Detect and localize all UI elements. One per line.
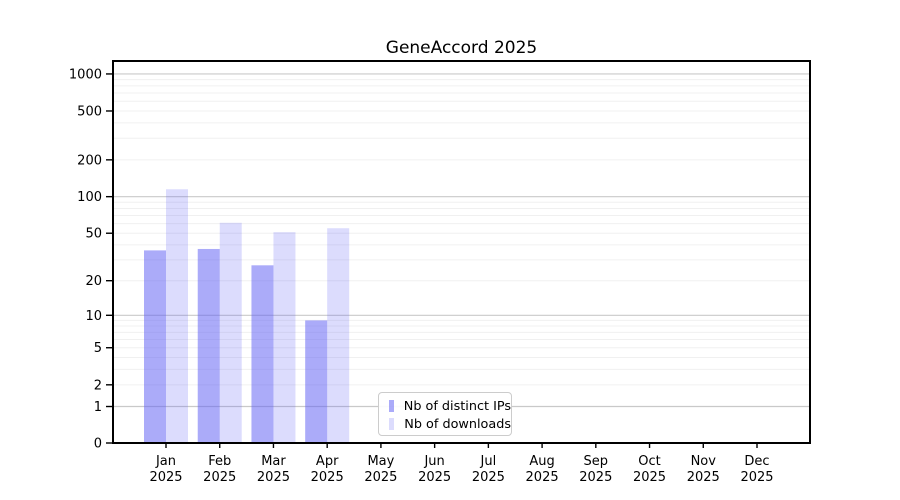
bar-distinct-ips bbox=[144, 250, 166, 443]
legend-swatch-downloads bbox=[389, 418, 395, 430]
y-tick-label: 50 bbox=[85, 227, 102, 242]
x-tick-label-year: 2025 bbox=[257, 470, 290, 485]
x-tick-label-month: Sep bbox=[584, 454, 609, 469]
x-tick-label-year: 2025 bbox=[203, 470, 236, 485]
y-tick-label: 1000 bbox=[69, 67, 102, 82]
plot-border bbox=[112, 60, 811, 444]
x-tick-label-month: Jul bbox=[480, 454, 497, 469]
y-tick-label: 1 bbox=[94, 400, 102, 415]
bar-distinct-ips bbox=[305, 320, 328, 443]
x-tick-label-year: 2025 bbox=[311, 470, 344, 485]
legend-label-distinct-ips: Nb of distinct IPs bbox=[403, 398, 511, 414]
x-tick-label-year: 2025 bbox=[740, 470, 773, 485]
x-tick-label-month: May bbox=[367, 454, 394, 469]
legend: Nb of distinct IPs Nb of downloads bbox=[378, 392, 512, 436]
y-tick-label: 500 bbox=[77, 104, 102, 119]
x-tick-label-month: Mar bbox=[261, 454, 286, 469]
bar-downloads bbox=[273, 232, 296, 443]
bar-downloads bbox=[327, 228, 350, 443]
y-tick-label: 2 bbox=[94, 378, 102, 393]
x-tick-label-year: 2025 bbox=[579, 470, 612, 485]
y-tick-label: 5 bbox=[94, 341, 102, 356]
chart-title: GeneAccord 2025 bbox=[385, 38, 538, 58]
y-tick-label: 100 bbox=[77, 190, 102, 205]
y-tick-label: 0 bbox=[94, 437, 102, 452]
x-tick-label-year: 2025 bbox=[472, 470, 505, 485]
legend-swatch-distinct-ips bbox=[389, 400, 394, 412]
y-tick-label: 200 bbox=[77, 153, 102, 168]
bar-downloads bbox=[219, 222, 242, 443]
x-tick-label-month: Nov bbox=[691, 454, 717, 469]
x-tick-label-year: 2025 bbox=[526, 470, 559, 485]
legend-item-downloads: Nb of downloads bbox=[389, 415, 511, 433]
legend-label-downloads: Nb of downloads bbox=[404, 416, 511, 432]
x-tick-label-month: Apr bbox=[316, 454, 339, 469]
x-tick-label-month: Oct bbox=[638, 454, 660, 469]
x-tick-label-year: 2025 bbox=[418, 470, 451, 485]
y-tick-label: 10 bbox=[85, 309, 102, 324]
x-tick-label-year: 2025 bbox=[149, 470, 182, 485]
bar-distinct-ips bbox=[197, 248, 220, 443]
x-tick-label-year: 2025 bbox=[687, 470, 720, 485]
x-tick-label-year: 2025 bbox=[633, 470, 666, 485]
x-tick-label-month: Feb bbox=[208, 454, 231, 469]
x-tick-label-month: Jan bbox=[155, 454, 176, 469]
bar-distinct-ips bbox=[251, 265, 274, 443]
y-tick-label: 20 bbox=[85, 274, 102, 289]
x-tick-label-month: Dec bbox=[744, 454, 769, 469]
x-tick-label-month: Jun bbox=[423, 454, 444, 469]
bar-downloads bbox=[166, 189, 188, 443]
x-tick-label-month: Aug bbox=[529, 454, 554, 469]
x-tick-label-year: 2025 bbox=[364, 470, 397, 485]
legend-item-distinct-ips: Nb of distinct IPs bbox=[389, 397, 511, 415]
